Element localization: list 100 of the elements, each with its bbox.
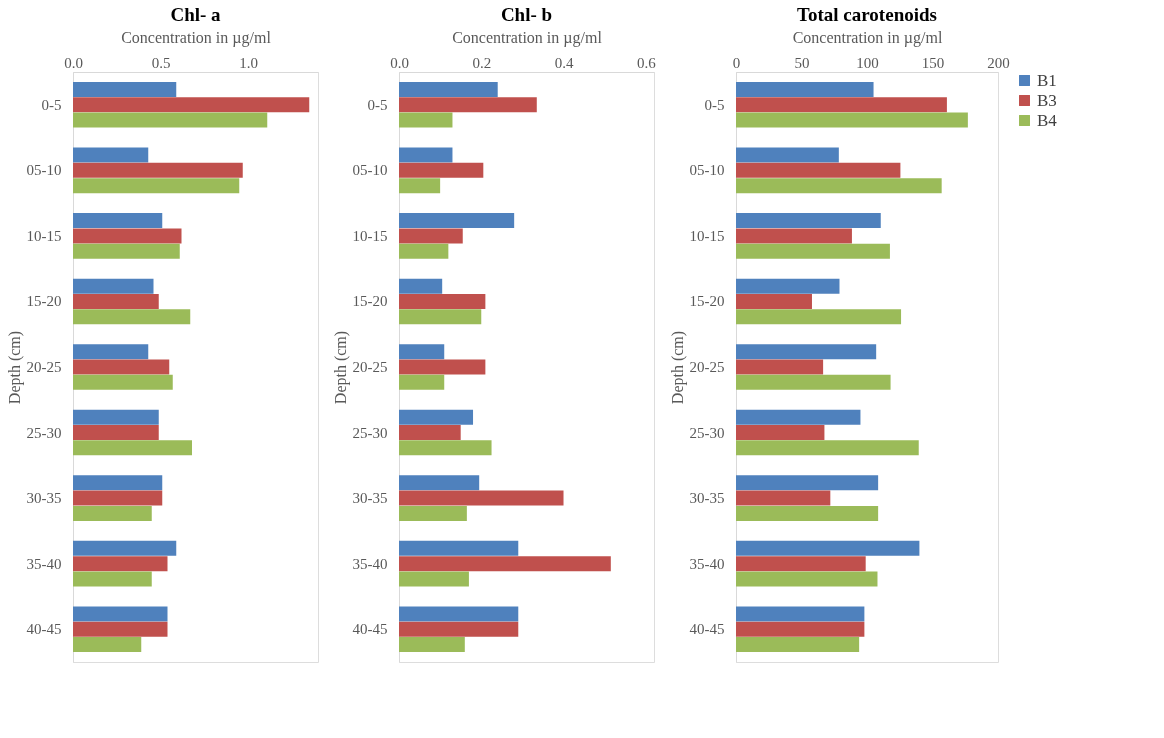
bar — [736, 243, 890, 259]
y-tick-label: 20-25 — [689, 359, 725, 375]
y-tick-label: 10-15 — [689, 227, 725, 244]
bar — [736, 278, 840, 294]
bar — [399, 475, 480, 491]
bar — [73, 425, 159, 441]
x-axis-title: Concentration in µg/ml — [121, 28, 272, 47]
y-tick-label: 10-15 — [26, 227, 62, 244]
bar — [399, 556, 611, 572]
bar — [399, 162, 484, 178]
y-tick-label: 30-35 — [26, 490, 62, 507]
bar — [736, 637, 860, 653]
bar — [73, 97, 310, 113]
chart-title: Total carotenoids — [797, 4, 937, 25]
y-axis-title: Depth (cm) — [331, 330, 350, 405]
y-tick-label: 40-45 — [26, 621, 62, 638]
bar — [399, 637, 465, 653]
bar — [73, 490, 163, 506]
y-tick-label: 25-30 — [352, 424, 388, 441]
bar — [399, 505, 467, 521]
bar — [73, 505, 152, 521]
bar — [399, 147, 453, 163]
bar — [736, 228, 852, 244]
bar — [399, 571, 469, 587]
bar — [73, 359, 170, 375]
bar — [736, 374, 891, 390]
y-tick-label: 15-20 — [689, 293, 725, 310]
bar — [736, 540, 920, 556]
legend-label: B4 — [1037, 110, 1058, 130]
bar — [73, 409, 159, 425]
y-tick-label: 30-35 — [689, 490, 725, 507]
bar — [73, 243, 180, 259]
bar — [73, 571, 152, 587]
bar — [73, 278, 154, 294]
bar — [73, 112, 268, 128]
y-tick-label: 0-5 — [704, 96, 725, 113]
x-tick-label: 0.0 — [390, 54, 409, 71]
bar — [73, 621, 168, 637]
bar — [736, 112, 968, 128]
bar — [736, 213, 881, 229]
bar — [399, 374, 445, 390]
y-tick-label: 10-15 — [352, 227, 388, 244]
bar — [399, 540, 519, 556]
bar — [399, 243, 449, 259]
bar — [736, 344, 877, 360]
bar — [736, 359, 824, 375]
bar — [736, 81, 874, 97]
x-tick-label: 0 — [732, 54, 741, 71]
bar — [399, 112, 453, 128]
bar — [73, 475, 163, 491]
legend-label: B1 — [1037, 70, 1057, 90]
bar — [736, 440, 919, 456]
bar — [399, 490, 564, 506]
x-tick-label: 50 — [794, 54, 810, 71]
bar — [73, 147, 149, 163]
x-tick-label: 150 — [921, 54, 945, 71]
bar — [73, 440, 192, 456]
y-tick-label: 40-45 — [689, 621, 725, 638]
chart-title: Chl- b — [500, 4, 553, 25]
y-tick-label: 05-10 — [26, 162, 62, 179]
bar — [736, 409, 861, 425]
y-tick-label: 40-45 — [352, 621, 388, 638]
bar — [736, 162, 901, 178]
y-tick-label: 15-20 — [352, 293, 388, 310]
y-tick-label: 0-5 — [367, 96, 388, 113]
y-tick-label: 25-30 — [26, 424, 62, 441]
bar — [73, 178, 240, 194]
bar — [399, 440, 492, 456]
bar — [399, 606, 519, 622]
x-tick-label: 0.0 — [64, 54, 83, 71]
bar — [736, 293, 812, 309]
bar — [399, 344, 445, 360]
chart-title: Chl- a — [170, 4, 222, 25]
x-tick-label: 0.2 — [472, 54, 492, 71]
y-tick-label: 05-10 — [689, 162, 725, 179]
bar — [736, 147, 839, 163]
y-tick-label: 05-10 — [352, 162, 388, 179]
x-tick-label: 0.5 — [151, 54, 171, 71]
bar — [736, 621, 865, 637]
bar — [736, 556, 866, 572]
bar — [736, 475, 879, 491]
bar — [736, 425, 825, 441]
x-tick-label: 100 — [856, 54, 879, 71]
bar — [73, 293, 159, 309]
y-tick-label: 0-5 — [41, 96, 62, 113]
x-tick-label: 0.6 — [636, 54, 657, 71]
x-tick-label: 0.4 — [554, 54, 574, 71]
bar — [73, 637, 142, 653]
bar — [399, 228, 463, 244]
bar — [736, 505, 879, 521]
x-axis-title: Concentration in µg/ml — [792, 28, 943, 47]
bar — [73, 309, 191, 325]
bar — [73, 213, 163, 229]
bar — [399, 359, 486, 375]
y-axis-title: Depth (cm) — [5, 330, 24, 405]
bar — [73, 81, 177, 97]
bar — [399, 621, 519, 637]
y-tick-label: 30-35 — [352, 490, 388, 507]
y-tick-label: 20-25 — [26, 359, 62, 375]
bar — [73, 162, 243, 178]
